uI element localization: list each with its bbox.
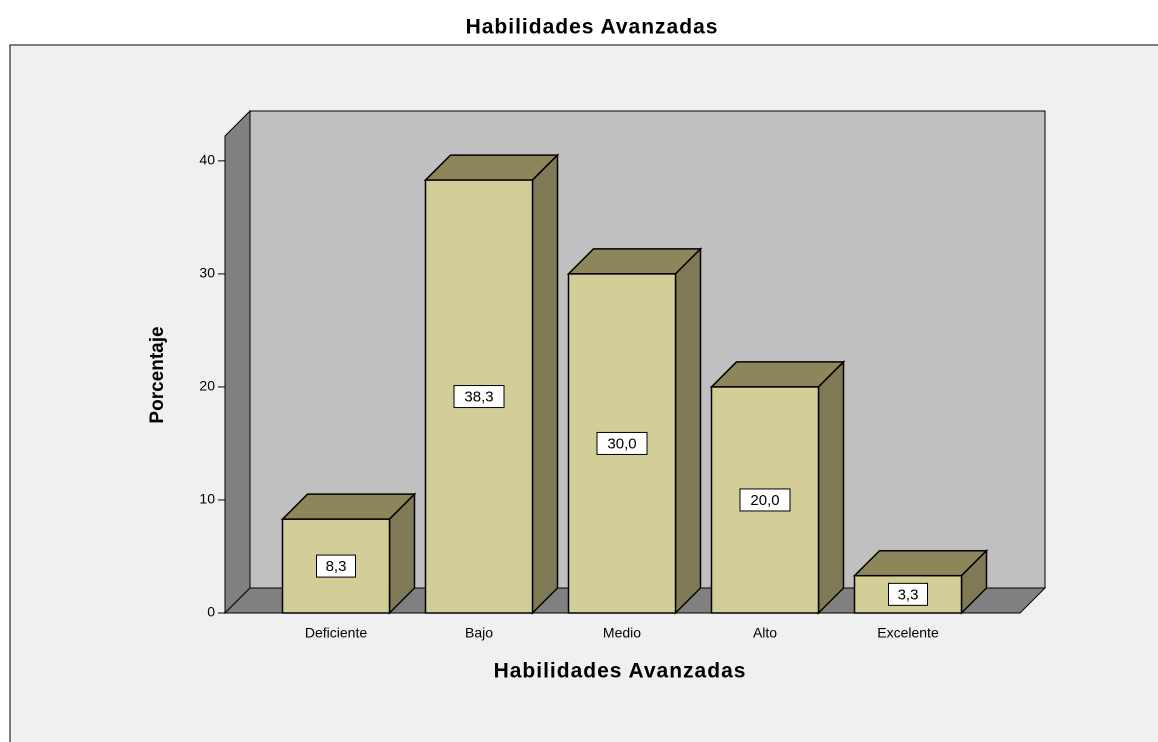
x-tick-label: Bajo bbox=[465, 625, 493, 641]
value-label-box bbox=[453, 385, 505, 409]
bar bbox=[852, 548, 989, 615]
value-label-box bbox=[739, 488, 791, 512]
bar bbox=[423, 153, 560, 615]
value-label-box bbox=[596, 431, 648, 455]
y-tick-label: 20 bbox=[199, 378, 215, 394]
value-label: 30,0 bbox=[607, 435, 636, 452]
value-label: 38,3 bbox=[464, 389, 493, 406]
value-label: 3,3 bbox=[898, 586, 919, 603]
y-axis-title: Porcentaje bbox=[147, 326, 168, 423]
x-tick-label: Deficiente bbox=[305, 625, 367, 641]
bar bbox=[566, 247, 703, 615]
bar bbox=[709, 360, 846, 615]
y-tick-label: 30 bbox=[199, 265, 215, 281]
y-tick-label: 0 bbox=[207, 604, 215, 620]
x-tick-label: Medio bbox=[603, 625, 641, 641]
value-label: 20,0 bbox=[750, 492, 779, 509]
bar-side bbox=[674, 247, 702, 615]
x-tick-label: Excelente bbox=[877, 625, 939, 641]
bar bbox=[280, 492, 417, 615]
value-label: 8,3 bbox=[326, 558, 347, 575]
x-tick-label: Alto bbox=[753, 625, 777, 641]
bar-side bbox=[531, 153, 559, 615]
side-wall bbox=[224, 109, 251, 615]
y-tick-label: 10 bbox=[199, 491, 215, 507]
x-axis-title: Habilidades Avanzadas bbox=[494, 660, 747, 683]
y-tick-label: 40 bbox=[199, 152, 215, 168]
value-label-box bbox=[316, 554, 356, 578]
value-label-box bbox=[888, 582, 928, 606]
bar-side bbox=[817, 360, 845, 615]
chart-title: Habilidades Avanzadas bbox=[466, 16, 719, 39]
